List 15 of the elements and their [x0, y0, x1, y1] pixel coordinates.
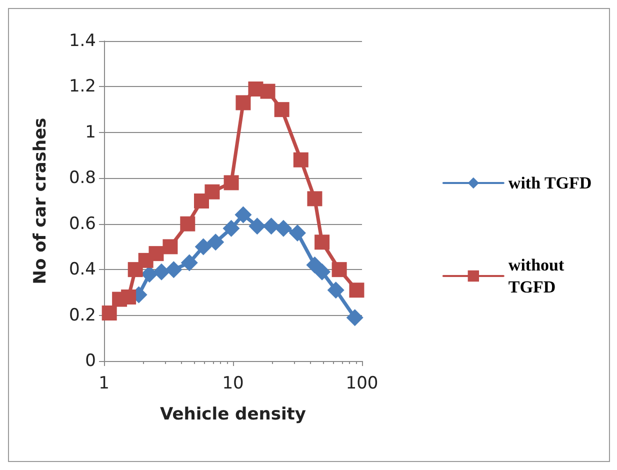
- y-tick-label: 1.2: [68, 76, 96, 97]
- x-tick-label: 1: [98, 374, 110, 394]
- y-tick-label: 1.4: [68, 31, 96, 51]
- legend-label: without TGFD: [508, 256, 564, 296]
- y-tick-label: 0.2: [68, 305, 96, 326]
- legend-label: with TGFD: [508, 174, 592, 192]
- y-tick-label: 0.8: [68, 168, 96, 188]
- x-tick-label: 100: [346, 374, 378, 394]
- y-axis-title: No of car crashes: [30, 118, 50, 284]
- y-tick-label: 1: [85, 122, 96, 142]
- y-tick-label: 0.4: [68, 260, 96, 280]
- y-tick-label: 0: [85, 351, 96, 371]
- x-axis-title: Vehicle density: [160, 404, 306, 424]
- x-tick-label: 10: [222, 374, 244, 394]
- y-tick-label: 0.6: [68, 214, 96, 234]
